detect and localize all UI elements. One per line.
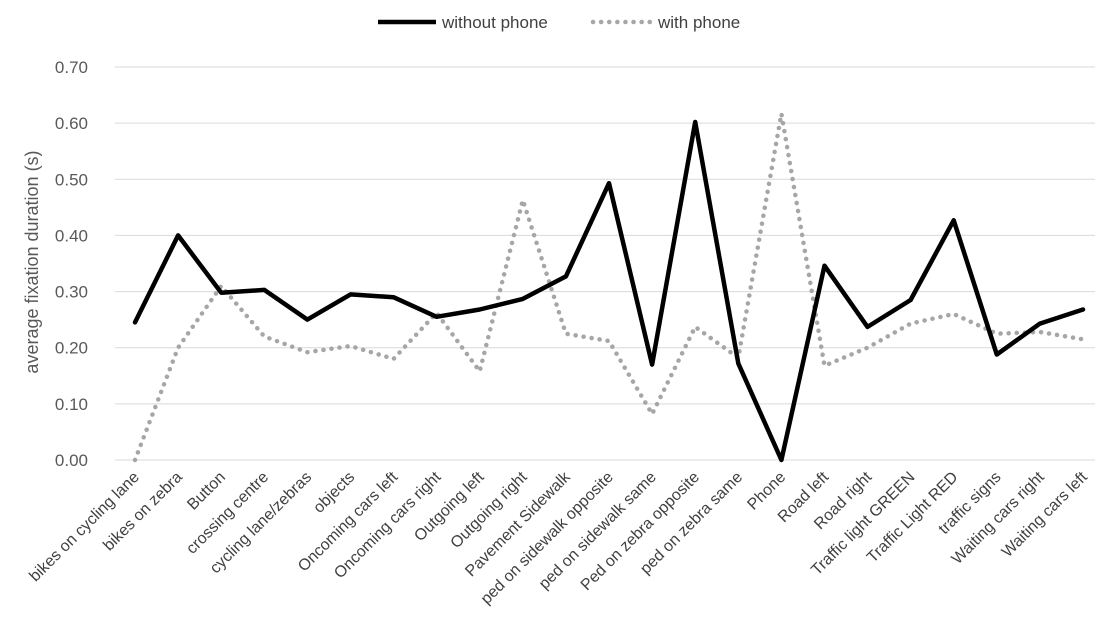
x-tick-label: bikes on zebra (100, 469, 186, 555)
x-tick-label: Outgoing right (448, 468, 531, 551)
y-axis-title: average fixation duration (s) (22, 150, 42, 373)
y-axis-ticks: 0.00 0.10 0.20 0.30 0.40 0.50 0.60 0.70 (55, 58, 88, 470)
legend-label-with-phone: with phone (657, 13, 740, 32)
y-tick-label: 0.70 (55, 58, 88, 77)
legend: without phone with phone (378, 13, 740, 32)
y-tick-label: 0.50 (55, 170, 88, 189)
y-tick-label: 0.20 (55, 339, 88, 358)
y-tick-label: 0.10 (55, 395, 88, 414)
series-line-with-phone (132, 111, 1086, 463)
legend-label-without-phone: without phone (441, 13, 548, 32)
gridlines (115, 66, 1095, 461)
y-tick-label: 0.00 (55, 451, 88, 470)
series-line-without-phone (132, 119, 1086, 463)
series-layer (132, 111, 1086, 463)
y-tick-label: 0.60 (55, 114, 88, 133)
y-tick-label: 0.40 (55, 226, 88, 245)
y-tick-label: 0.30 (55, 283, 88, 302)
